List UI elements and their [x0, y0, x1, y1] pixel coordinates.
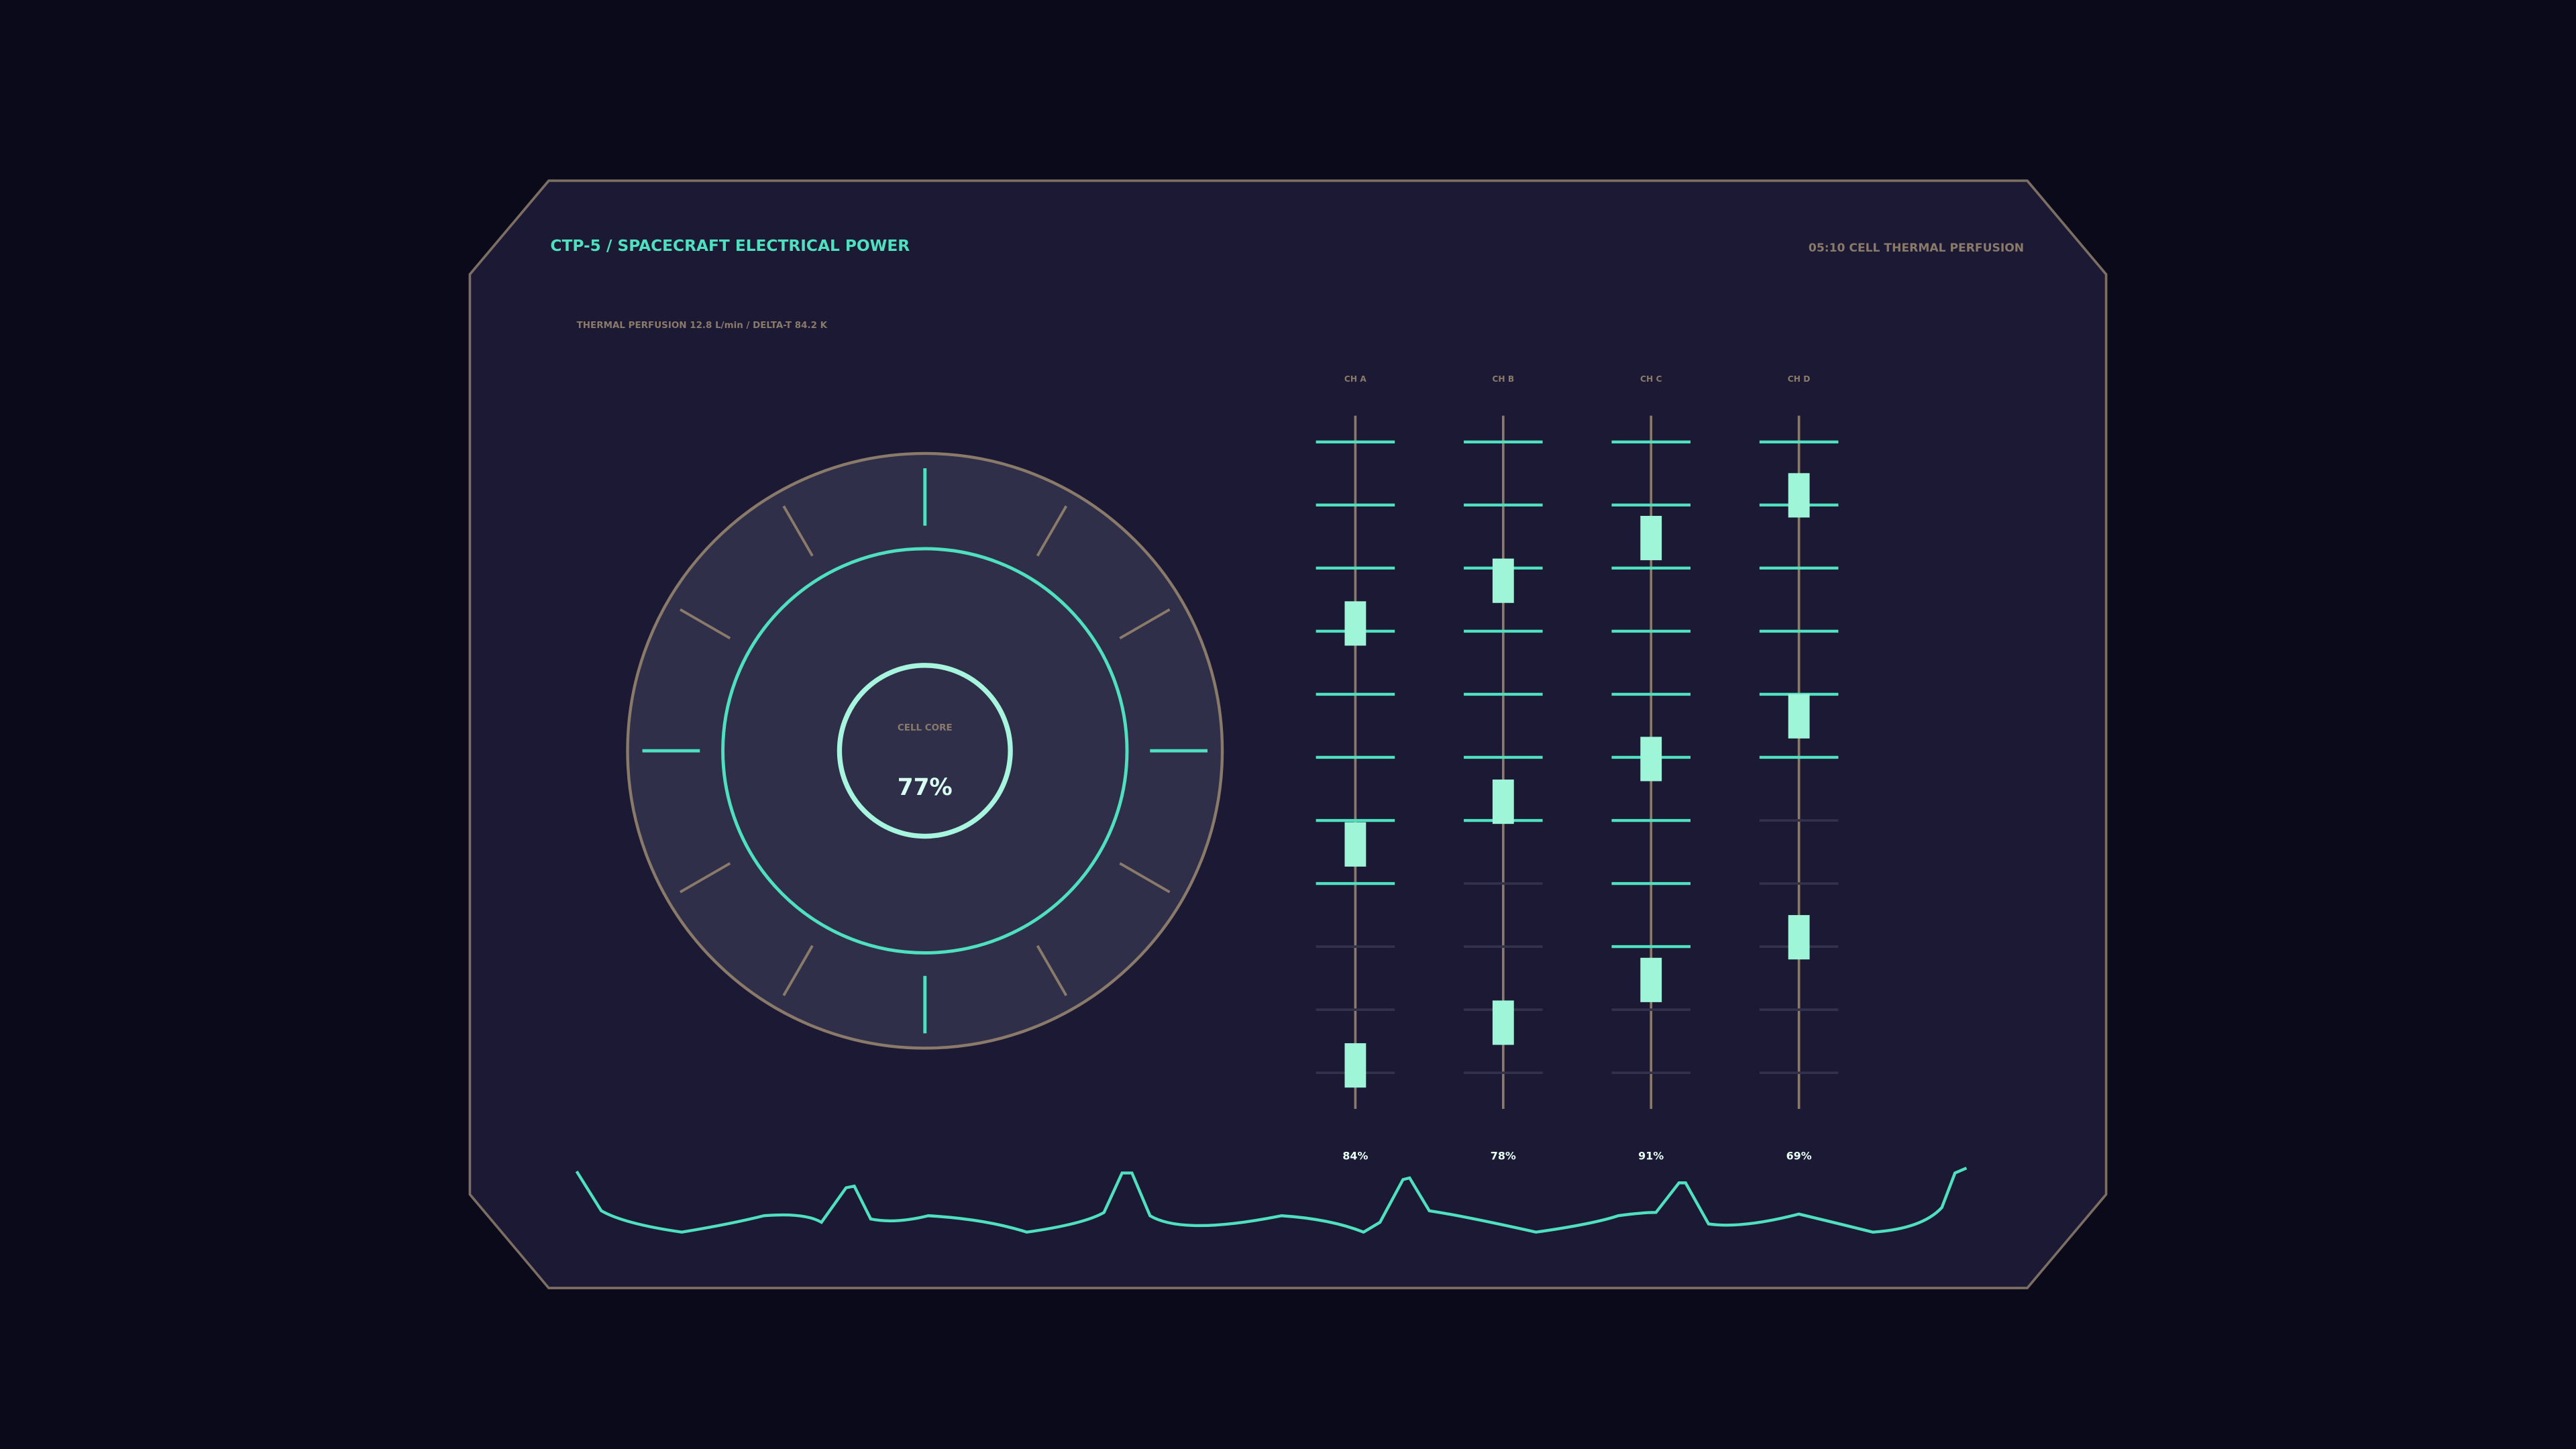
gauge-outer — [626, 451, 1224, 1050]
channel-marker — [1492, 1000, 1514, 1045]
channel-label: CH C — [1640, 374, 1662, 384]
channel-value: 84% — [1342, 1150, 1368, 1163]
channel-value: 91% — [1638, 1150, 1664, 1163]
channel-marker — [1640, 515, 1662, 561]
channel-marker — [1788, 473, 1810, 518]
status-text: 05:10 CELL THERMAL PERFUSION — [1809, 241, 2024, 255]
channel-marker — [1788, 915, 1810, 960]
gauge-tick — [1036, 945, 1068, 996]
gauge-tick — [782, 505, 814, 557]
channel-label: CH A — [1344, 374, 1366, 384]
gauge-tick — [1119, 862, 1171, 894]
channel-value: 78% — [1491, 1150, 1516, 1163]
gauge-tick — [680, 862, 731, 894]
channel-marker — [1344, 601, 1366, 646]
channel-label: CH D — [1788, 374, 1811, 384]
gauge-tick — [1119, 608, 1171, 640]
channel-marker — [1640, 957, 1662, 1002]
channel-label: CH B — [1492, 374, 1514, 384]
channel-marker — [1640, 737, 1662, 782]
channel-marker — [1492, 558, 1514, 603]
gauge: CELL CORE 77% — [626, 451, 1224, 1050]
gauge-core — [837, 663, 1013, 839]
gauge-ring — [721, 547, 1129, 955]
panel-title: CTP-5 / SPACECRAFT ELECTRICAL POWER — [550, 237, 910, 255]
channel-value: 69% — [1786, 1150, 1812, 1163]
waveform — [575, 1167, 1968, 1234]
channel-marker — [1344, 1043, 1366, 1088]
subtitle: THERMAL PERFUSION 12.8 L/min / DELTA-T 8… — [577, 321, 828, 331]
gauge-tick — [680, 608, 731, 640]
channel-marker — [1788, 694, 1810, 739]
channel-marker — [1344, 822, 1366, 867]
channel-marker — [1492, 780, 1514, 824]
gauge-tick — [782, 945, 814, 996]
gauge-value: 77% — [898, 774, 953, 801]
gauge-tick — [1036, 505, 1068, 557]
gauge-label: CELL CORE — [898, 723, 953, 733]
